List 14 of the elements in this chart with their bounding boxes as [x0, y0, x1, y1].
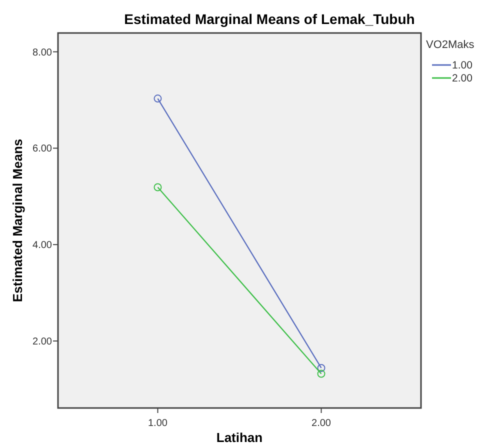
x-axis-title: Latihan [216, 430, 263, 445]
chart-title: Estimated Marginal Means of Lemak_Tubuh [124, 11, 415, 27]
point [154, 183, 162, 192]
point [154, 94, 162, 103]
point [317, 364, 326, 372]
y-tick-label: 6.00 [32, 144, 52, 155]
y-tick-label: 4.00 [32, 240, 52, 252]
point [317, 370, 326, 378]
y-tick-label: 2.00 [32, 336, 52, 348]
y-axis-title: Estimated Marginal Means [10, 138, 25, 302]
legend-label: 1.00 [452, 60, 473, 72]
legend-label: 2.00 [452, 72, 473, 85]
legend-title: VO2Maks [426, 39, 475, 51]
y-tick-label: 8.00 [32, 47, 52, 58]
